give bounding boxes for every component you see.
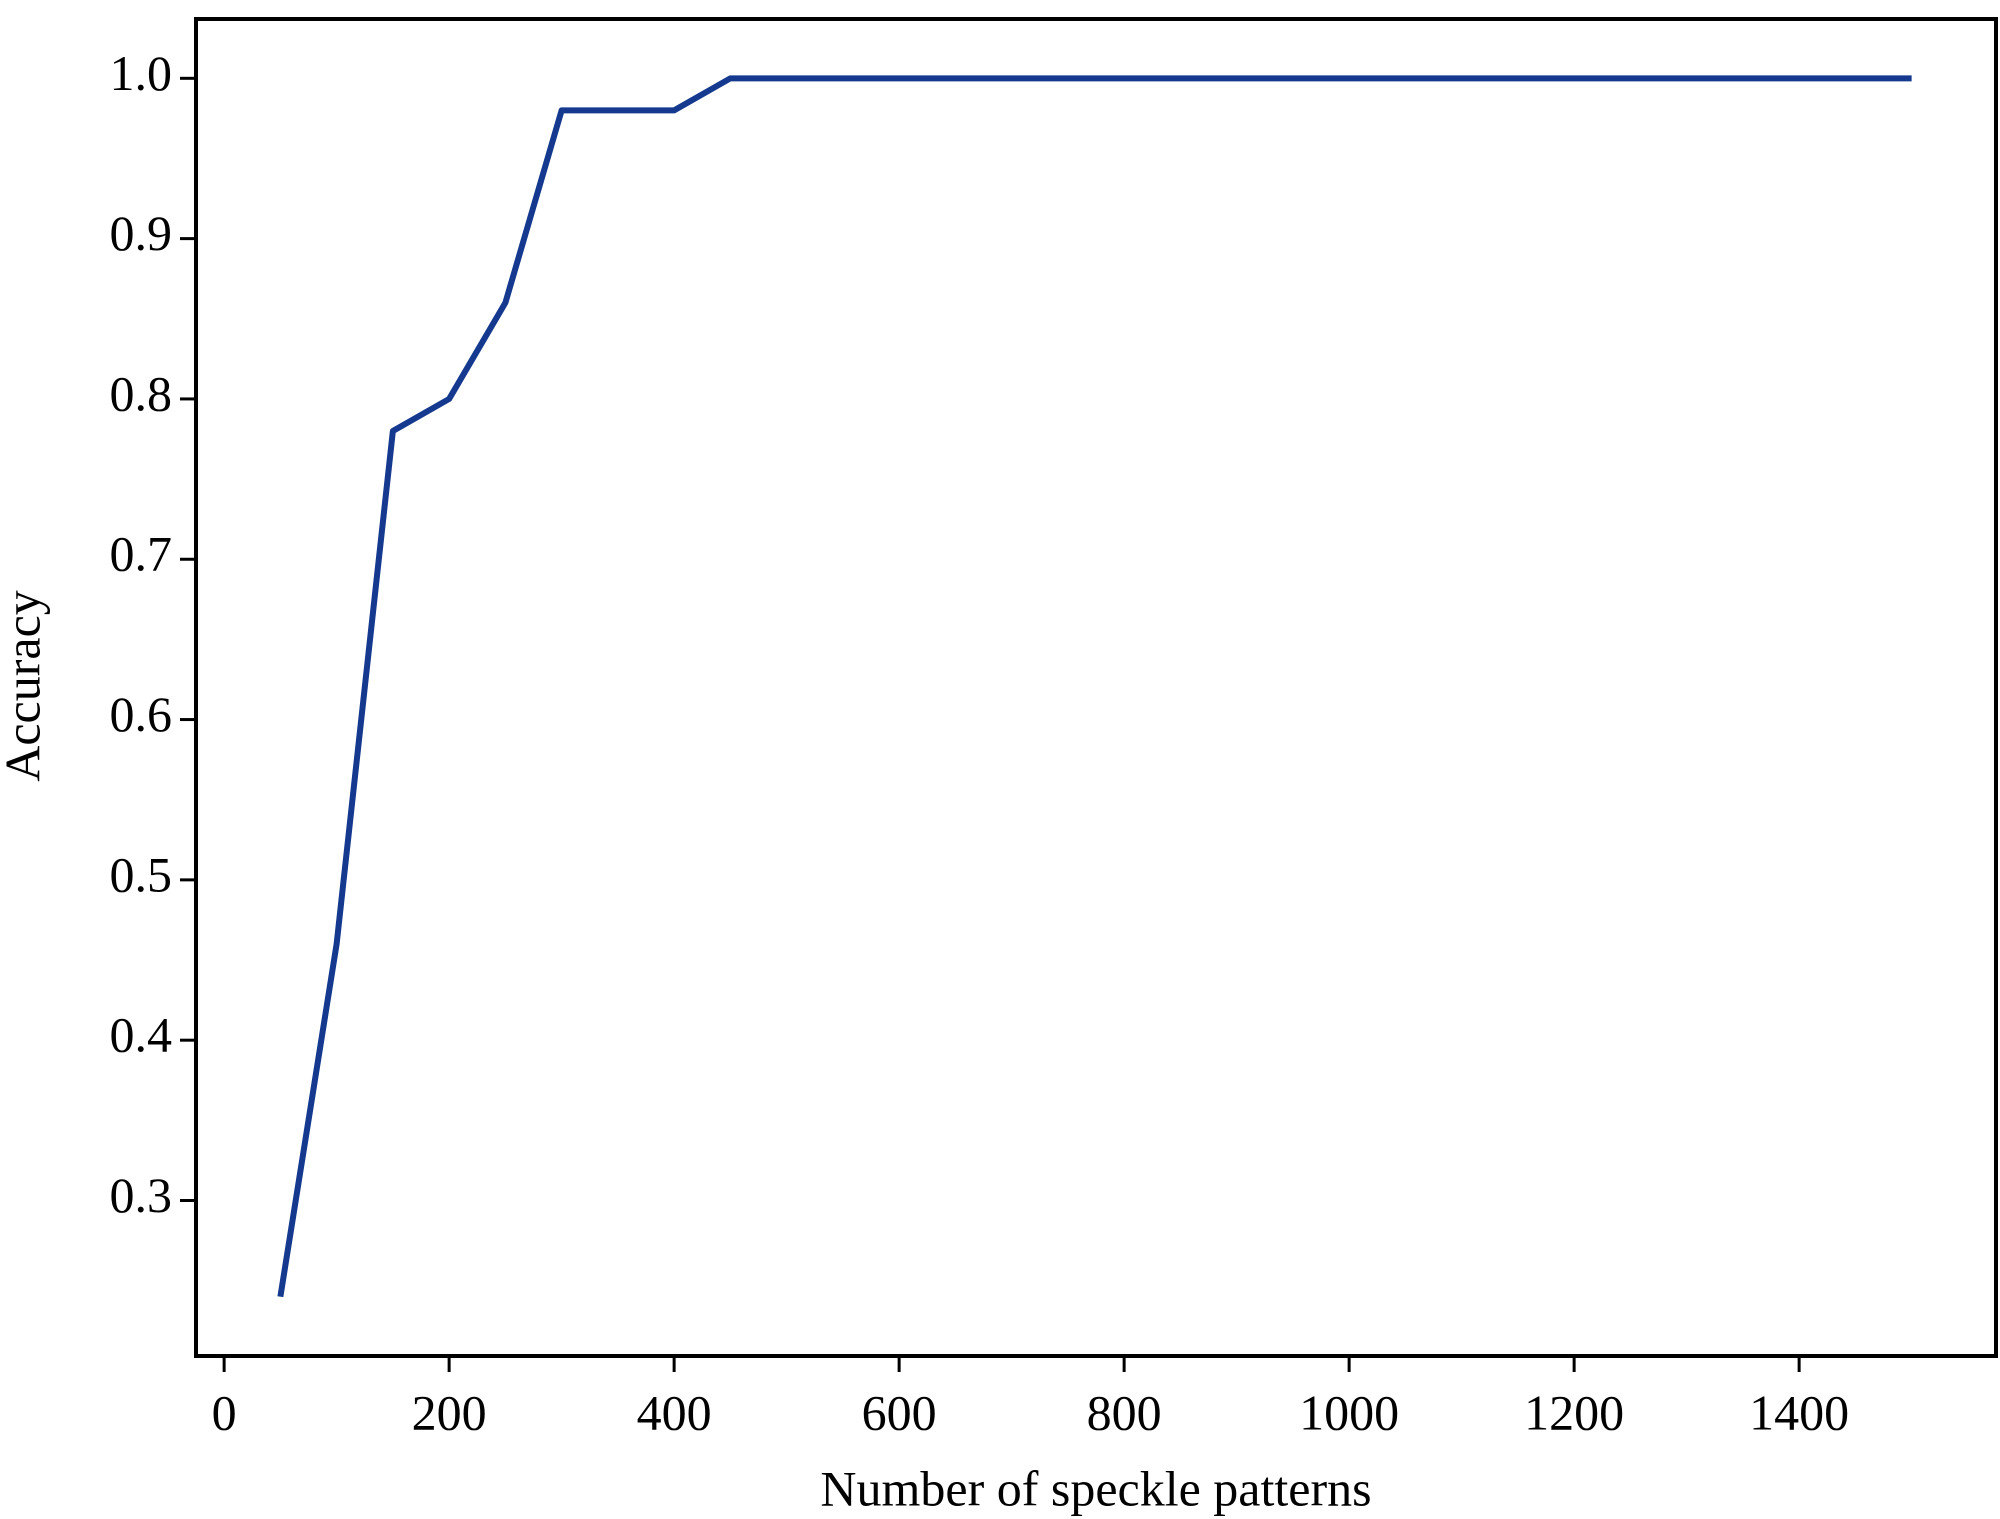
x-tick-label: 200 — [412, 1384, 487, 1440]
y-tick-label: 0.7 — [110, 526, 173, 582]
y-tick-label: 0.5 — [110, 846, 173, 902]
y-tick-label: 1.0 — [110, 45, 173, 101]
plot-frame — [194, 17, 1998, 1358]
x-tick-label: 400 — [637, 1384, 712, 1440]
x-tick-label: 1400 — [1749, 1384, 1849, 1440]
y-tick-label: 0.9 — [110, 205, 173, 261]
x-tick-label: 0 — [212, 1384, 237, 1440]
y-tick-label: 0.6 — [110, 686, 173, 742]
y-tick-label: 0.3 — [110, 1167, 173, 1223]
data-line — [277, 75, 1912, 1298]
y-tick-label: 0.4 — [110, 1007, 173, 1063]
x-axis-label: Number of speckle patterns — [820, 1460, 1371, 1516]
y-tick-label: 0.8 — [110, 365, 173, 421]
x-tick-label: 1200 — [1524, 1384, 1624, 1440]
x-tick-label: 800 — [1087, 1384, 1162, 1440]
y-axis-label: Accuracy — [0, 590, 50, 782]
x-tick-label: 600 — [862, 1384, 937, 1440]
x-tick-label: 1000 — [1299, 1384, 1399, 1440]
